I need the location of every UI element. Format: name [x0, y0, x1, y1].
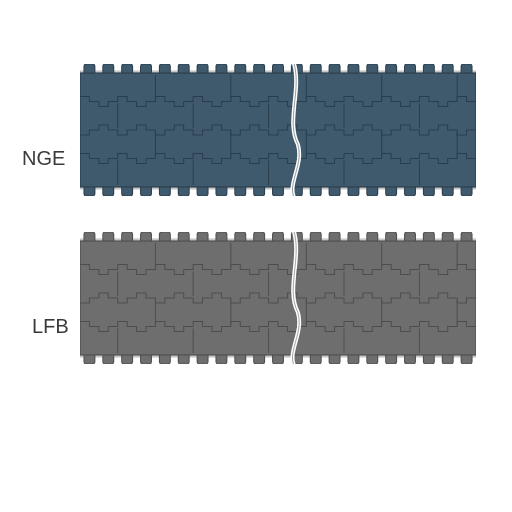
variant-label-nge: NGE	[22, 148, 65, 171]
belt-variant-nge	[80, 64, 476, 196]
variant-label-lfb: LFB	[32, 316, 69, 339]
belt-variant-lfb	[80, 232, 476, 364]
